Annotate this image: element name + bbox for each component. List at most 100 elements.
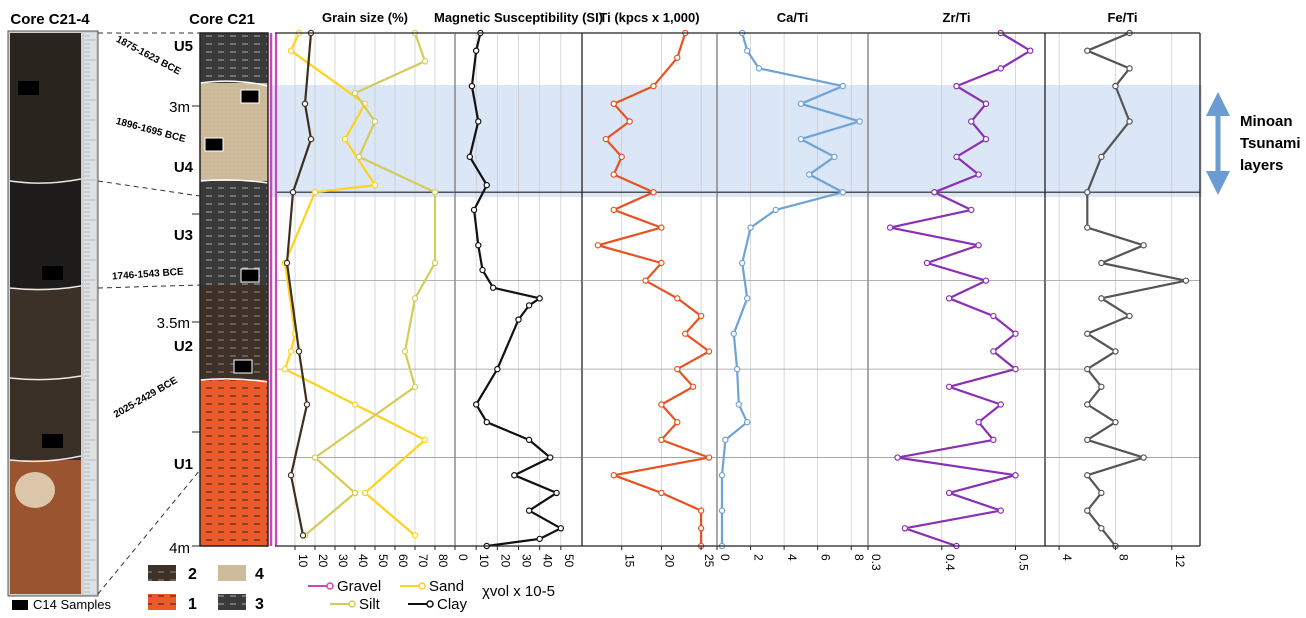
data-point — [1012, 330, 1019, 337]
data-point — [594, 242, 602, 249]
data-point — [1098, 153, 1105, 161]
c14-legend-label: C14 Samples — [33, 597, 112, 612]
data-point — [1084, 189, 1091, 196]
lithology-legend: 2 4 1 3 — [148, 565, 264, 613]
data-point — [431, 189, 439, 196]
data-point — [1012, 472, 1019, 479]
litho-key-1: 1 — [188, 596, 197, 613]
tick-label: 30 — [520, 554, 534, 568]
data-point — [371, 118, 379, 125]
data-point — [287, 47, 295, 54]
data-point — [650, 82, 657, 90]
panel-title: Zr/Ti — [943, 10, 971, 25]
unit-label-u3: U3 — [174, 227, 193, 244]
data-point — [755, 65, 763, 72]
age-label-2: 1896-1695 BCE — [115, 116, 187, 145]
data-point — [287, 348, 295, 355]
photo-segment-top — [10, 33, 81, 181]
axis-label: χvol x 10-5 — [482, 583, 555, 600]
data-point — [953, 82, 960, 90]
unit-label-u2: U2 — [174, 338, 193, 355]
unit-label-u5: U5 — [174, 38, 193, 55]
data-point — [1098, 259, 1105, 267]
tick-label: 6 — [819, 554, 833, 561]
tick-label: 0.4 — [943, 554, 957, 571]
data-point — [421, 58, 429, 65]
panel-2: Magnetic Susceptibility (SI) 0 10 20 30 40 50 χ… — [434, 10, 603, 600]
tsunami-label-line1: Minoan — [1240, 113, 1293, 130]
data-point — [1140, 242, 1147, 249]
tick-label: 8 — [852, 554, 866, 561]
data-point — [1112, 348, 1119, 355]
data-point — [303, 401, 311, 408]
data-point — [421, 436, 429, 444]
c14-sample-col-3 — [240, 268, 260, 283]
data-point — [718, 472, 726, 479]
data-point — [1084, 365, 1091, 373]
data-point — [689, 383, 697, 390]
data-point — [806, 171, 813, 178]
c14-sample-col-4 — [233, 359, 253, 374]
data-point — [718, 507, 726, 514]
data-point — [658, 489, 665, 497]
data-point — [831, 153, 838, 161]
data-point — [658, 259, 665, 267]
data-point — [1098, 295, 1105, 302]
data-point — [472, 401, 480, 408]
data-point — [1084, 224, 1091, 231]
panel-title: Grain size (%) — [322, 10, 408, 25]
column-title: Core C21 — [189, 11, 255, 28]
data-point — [511, 472, 518, 479]
data-point — [626, 118, 633, 125]
data-point — [705, 348, 713, 355]
data-point — [411, 532, 419, 539]
data-point — [682, 330, 689, 337]
depth-label-3-5m: 3.5m — [157, 315, 190, 332]
data-point — [536, 535, 543, 543]
panel-5: Zr/Ti 0.3 0.4 0.5 — [867, 10, 1046, 571]
tick-label: 4 — [785, 554, 799, 561]
data-point — [401, 348, 409, 355]
data-point — [1084, 401, 1091, 408]
data-point — [489, 284, 497, 291]
data-point — [697, 525, 705, 532]
data-point — [997, 401, 1004, 408]
c14-legend-swatch — [12, 600, 28, 610]
data-point — [361, 489, 369, 497]
litho-key-3: 3 — [255, 596, 264, 613]
panel-6: Fe/Ti 4 8 12 — [1045, 10, 1201, 568]
data-point — [1084, 507, 1091, 514]
tick-label: 2 — [752, 554, 766, 561]
data-point — [674, 295, 681, 302]
data-point — [341, 135, 349, 143]
tick-label: 4 — [1060, 554, 1074, 561]
data-point — [722, 436, 729, 444]
legend-silt: Silt — [359, 596, 381, 613]
data-point — [650, 189, 657, 196]
data-point — [355, 153, 363, 161]
tsunami-band — [272, 85, 1202, 197]
data-point — [982, 277, 990, 284]
data-point — [547, 454, 554, 461]
c14-sample-photo-1 — [18, 81, 39, 95]
data-point — [1084, 47, 1091, 54]
panel-1: Grain size (%) 10 20 30 40 50 60 70 80 — [274, 10, 456, 568]
series-line-ca-ti — [720, 32, 861, 546]
data-point — [797, 100, 805, 107]
tick-label: 20 — [316, 554, 330, 568]
series-line-fe-ti — [1086, 31, 1188, 547]
data-point — [886, 224, 894, 231]
tick-label: 20 — [662, 554, 676, 568]
litho-key-2: 2 — [188, 566, 197, 583]
tick-label: 30 — [336, 554, 350, 568]
data-point — [975, 418, 982, 426]
c14-sample-photo-2 — [42, 266, 63, 280]
data-point — [674, 418, 681, 426]
photo-panel: Core C21-4 C14 Samples — [7, 11, 112, 612]
data-point — [483, 181, 490, 189]
depth-label-3m: 3m — [169, 99, 190, 116]
data-point — [371, 181, 379, 189]
c14-sample-col-2 — [204, 137, 224, 152]
data-point — [411, 295, 419, 302]
data-point — [301, 100, 309, 107]
